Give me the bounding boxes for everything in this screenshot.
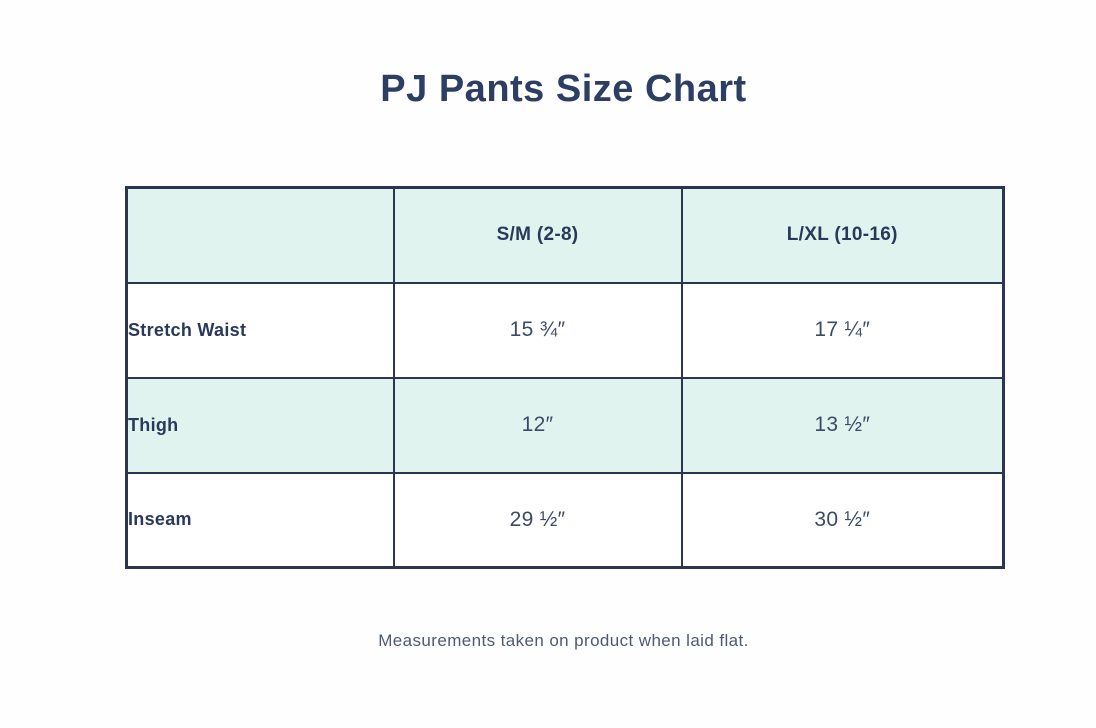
column-header-lxl: L/XL (10-16) xyxy=(680,186,1005,284)
size-chart-table: S/M (2-8) L/XL (10-16) Stretch Waist 15 … xyxy=(125,186,1005,569)
table-row-inseam: Inseam 29 ½″ 30 ½″ xyxy=(125,471,1005,569)
measurement-note: Measurements taken on product when laid … xyxy=(378,631,749,650)
page-title: PJ Pants Size Chart xyxy=(380,68,747,110)
table-row-thigh: Thigh 12″ 13 ½″ xyxy=(125,376,1005,474)
row-label-inseam: Inseam xyxy=(125,471,395,569)
size-chart-panel: PJ Pants Size Chart S/M (2-8) L/XL (10-1… xyxy=(125,0,1005,728)
column-header-sm: S/M (2-8) xyxy=(392,186,683,284)
cell-inseam-lxl: 30 ½″ xyxy=(680,471,1005,569)
table-header-row: S/M (2-8) L/XL (10-16) xyxy=(125,186,1005,284)
table-row-stretch-waist: Stretch Waist 15 ¾″ 17 ¼″ xyxy=(125,281,1005,379)
row-label-stretch-waist: Stretch Waist xyxy=(125,281,395,379)
cell-thigh-sm: 12″ xyxy=(392,376,683,474)
cell-inseam-sm: 29 ½″ xyxy=(392,471,683,569)
row-label-thigh: Thigh xyxy=(125,376,395,474)
cell-stretch-waist-lxl: 17 ¼″ xyxy=(680,281,1005,379)
column-header-blank xyxy=(125,186,395,284)
cell-stretch-waist-sm: 15 ¾″ xyxy=(392,281,683,379)
cell-thigh-lxl: 13 ½″ xyxy=(680,376,1005,474)
